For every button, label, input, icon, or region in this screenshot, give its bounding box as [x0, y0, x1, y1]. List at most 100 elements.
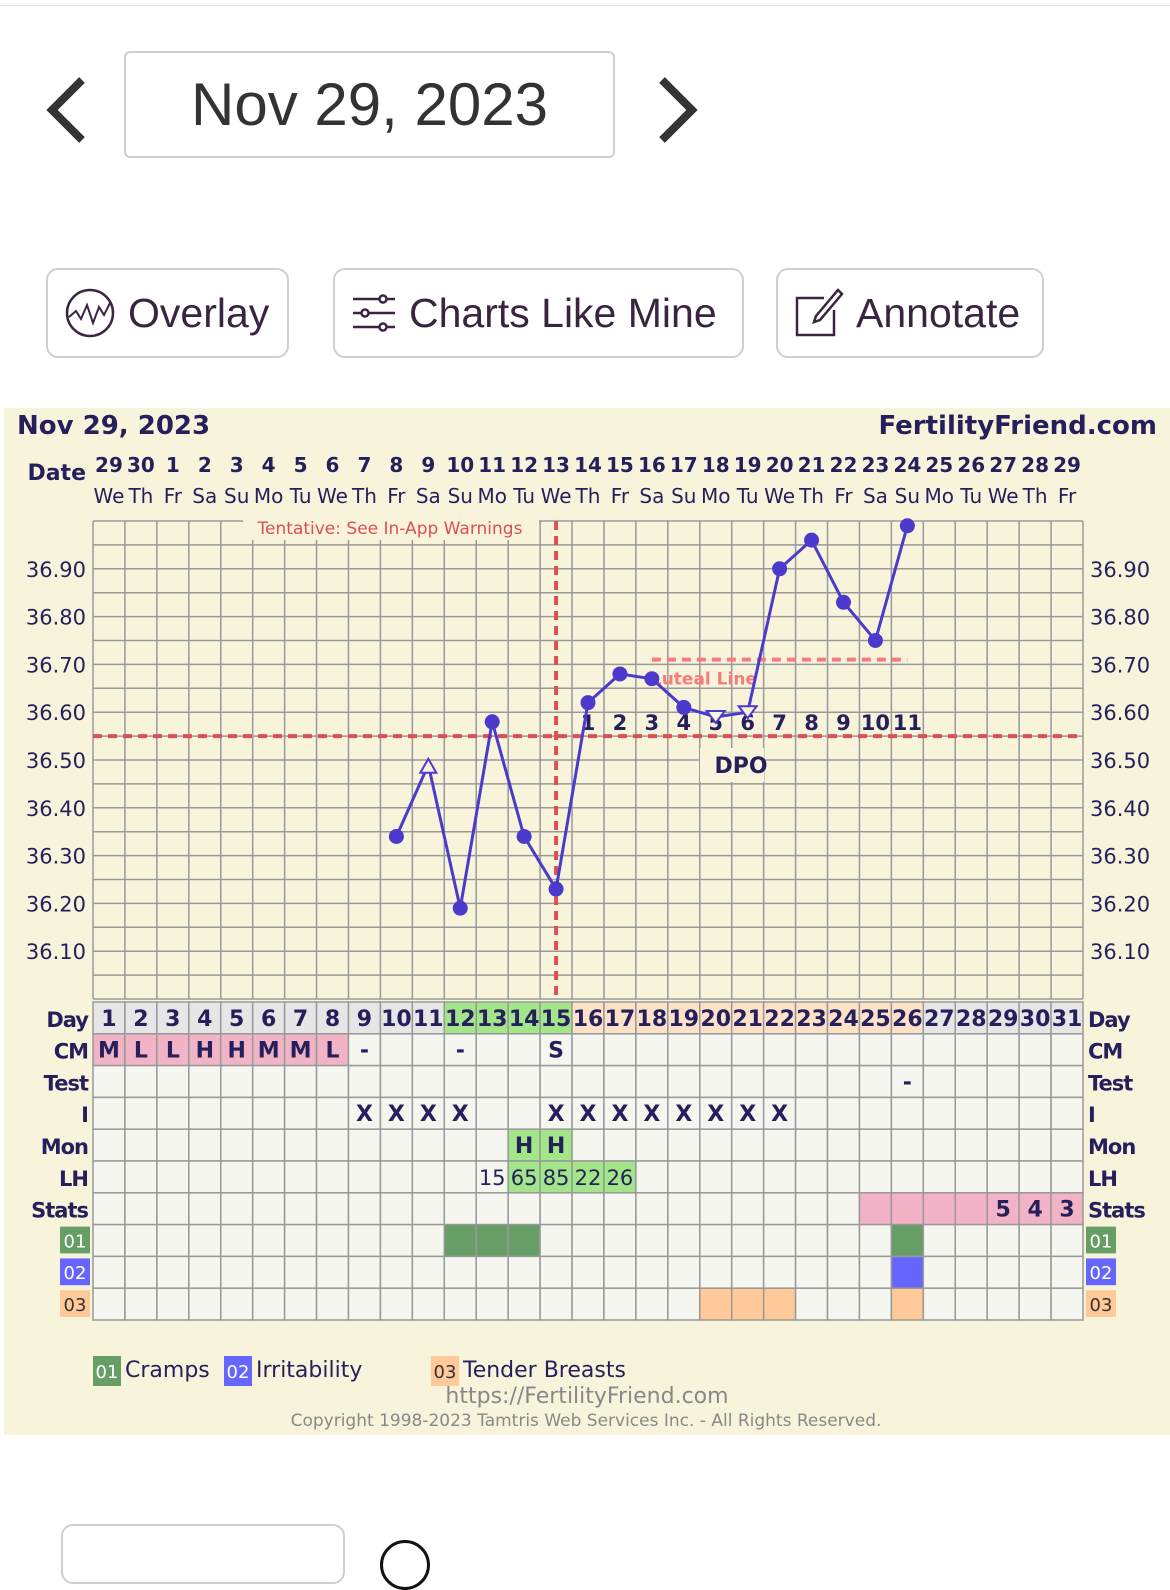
bottom-circle-icon[interactable] — [380, 1540, 430, 1590]
symptom-code-left: 02 — [64, 1263, 87, 1284]
table-cell — [156, 1192, 190, 1226]
table-cell — [858, 1128, 893, 1162]
weekday-tick: We — [317, 484, 348, 508]
table-cell — [794, 1192, 829, 1226]
prev-date-button[interactable] — [40, 70, 100, 150]
table-cell — [188, 1096, 222, 1130]
temp-point — [548, 881, 564, 897]
table-cell — [826, 1128, 861, 1162]
table-cell — [922, 1255, 957, 1289]
footer-copyright: Copyright 1998-2023 Tamtris Web Services… — [291, 1411, 882, 1431]
table-cell — [890, 1287, 925, 1321]
legend-name: Tender Breasts — [462, 1358, 626, 1383]
y-tick-right: 36.30 — [1090, 845, 1150, 869]
symptom-code-left: 03 — [64, 1295, 87, 1316]
table-cell — [1050, 1001, 1084, 1035]
row-label-right: I — [1088, 1103, 1095, 1127]
cell-days: 23 — [796, 1007, 827, 1032]
cell-intercourse: X — [739, 1102, 756, 1127]
cell-lh: 85 — [543, 1166, 570, 1190]
table-cell — [603, 1287, 637, 1321]
table-cell — [92, 1033, 126, 1067]
y-tick-right: 36.10 — [1090, 940, 1150, 964]
dpo-number: 11 — [893, 711, 922, 735]
y-tick-left: 36.20 — [26, 892, 86, 916]
table-cell — [92, 1096, 126, 1130]
table-cell — [1050, 1255, 1084, 1289]
weekday-tick: Fr — [1058, 484, 1077, 508]
cell-lh: 26 — [607, 1166, 634, 1190]
cell-cm: - — [456, 1039, 465, 1064]
table-cell — [762, 1255, 797, 1289]
table-cell — [858, 1160, 893, 1194]
cell-days: 16 — [573, 1007, 604, 1032]
bottom-button[interactable] — [61, 1524, 345, 1584]
table-cell — [954, 1287, 988, 1321]
temp-point — [676, 699, 692, 715]
temp-point — [899, 518, 915, 534]
table-cell — [188, 1033, 222, 1067]
table-cell — [156, 1128, 190, 1162]
table-cell — [922, 1287, 957, 1321]
table-cell — [1018, 1033, 1052, 1067]
table-cell — [315, 1001, 350, 1035]
table-cell — [1050, 1096, 1084, 1130]
temp-point — [484, 714, 500, 730]
y-tick-left: 36.60 — [26, 701, 86, 725]
cell-cm: M — [290, 1039, 312, 1064]
table-cell — [379, 1033, 414, 1067]
table-cell — [92, 1287, 126, 1321]
table-cell — [635, 1160, 669, 1194]
symptom-badge-left — [60, 1258, 90, 1286]
temp-point — [452, 900, 468, 916]
cell-intercourse: X — [611, 1102, 628, 1127]
table-cell — [379, 1064, 414, 1099]
cell-cm: - — [360, 1039, 369, 1064]
table-cell — [443, 1128, 477, 1162]
table-cell — [92, 1255, 126, 1289]
cell-stats: 4 — [1027, 1198, 1042, 1223]
table-cell — [922, 1128, 957, 1162]
table-cell — [283, 1033, 318, 1067]
date-tick: 22 — [830, 453, 858, 477]
dpo-number: 3 — [645, 711, 660, 735]
table-cell — [986, 1255, 1020, 1289]
symptom-badge-right — [1086, 1226, 1116, 1254]
table-cell — [315, 1192, 350, 1226]
table-cell — [890, 1128, 925, 1162]
table-cell — [1018, 1128, 1052, 1162]
date-tick: 16 — [638, 453, 666, 477]
table-cell — [730, 1128, 765, 1162]
table-cell — [986, 1223, 1020, 1258]
overlay-button[interactable]: Overlay — [46, 268, 289, 358]
symptom-code-right: 02 — [1090, 1263, 1113, 1284]
dpo-number: 9 — [836, 711, 851, 735]
date-tick: 3 — [230, 453, 244, 477]
table-cell — [92, 1128, 126, 1162]
charts-like-mine-button[interactable]: Charts Like Mine — [333, 268, 744, 358]
table-cell — [411, 1287, 446, 1321]
dpo-number: 10 — [861, 711, 890, 735]
table-cell — [922, 1160, 957, 1194]
table-cell — [667, 1255, 701, 1289]
cell-cm: H — [196, 1039, 214, 1064]
row-label-right: Test — [1088, 1071, 1133, 1095]
date-selector[interactable]: Nov 29, 2023 — [124, 51, 615, 158]
table-cell — [922, 1033, 957, 1067]
cell-intercourse: X — [388, 1102, 405, 1127]
next-date-button[interactable] — [648, 70, 708, 150]
cell-cm: H — [227, 1039, 245, 1064]
table-cell — [571, 1033, 605, 1067]
table-cell — [954, 1223, 988, 1258]
table-cell — [315, 1223, 350, 1258]
symptom-badge-left — [60, 1226, 90, 1254]
table-cell — [443, 1096, 477, 1130]
table-cell — [826, 1160, 861, 1194]
table-cell — [251, 1223, 286, 1258]
weekday-tick: Th — [127, 484, 153, 508]
date-tick: 9 — [421, 453, 435, 477]
cell-days: 18 — [637, 1007, 668, 1032]
symptom-badge-left — [60, 1290, 90, 1317]
cell-days: 2 — [133, 1007, 148, 1032]
annotate-button[interactable]: Annotate — [776, 268, 1044, 358]
